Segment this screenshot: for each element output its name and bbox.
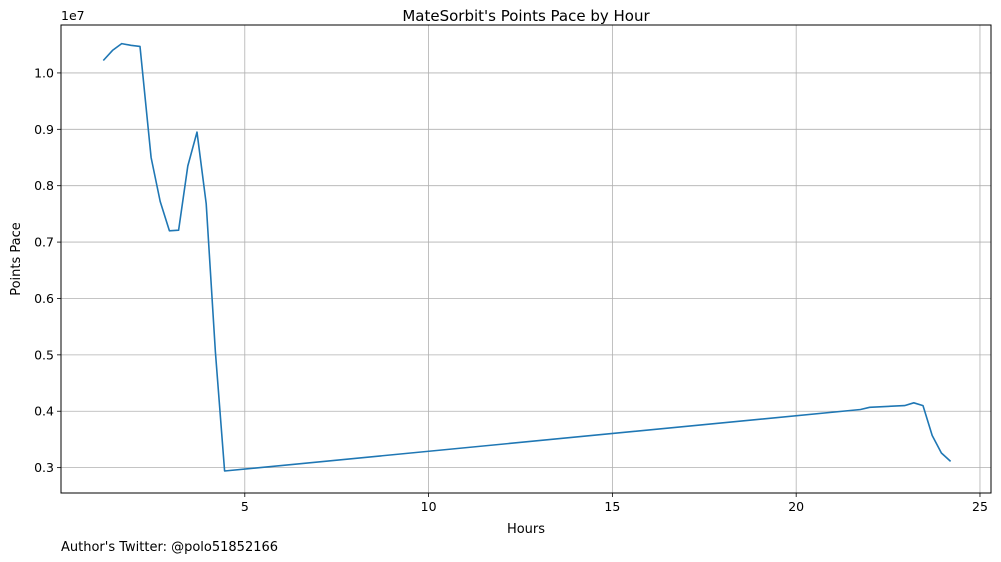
y-tick-label: 0.8 [34,178,54,193]
series-line [102,42,952,472]
chart-title: MateSorbit's Points Pace by Hour [402,7,650,25]
author-footer: Author's Twitter: @polo51852166 [61,540,278,555]
plot-frame [60,24,992,494]
data-series [102,42,952,472]
y-tick-label: 0.6 [34,291,54,306]
x-axis-ticks: 5 10 15 20 25 [241,493,988,514]
y-axis-offset-label: 1e7 [61,8,85,23]
y-tick-label: 0.3 [34,460,54,475]
y-tick-label: 0.4 [34,404,54,419]
x-tick-label: 25 [972,499,988,514]
grid [61,25,991,493]
x-tick-label: 10 [421,499,437,514]
x-axis-label: Hours [507,522,545,537]
y-tick-label: 0.7 [34,235,54,250]
y-tick-label: 0.9 [34,122,54,137]
y-tick-label: 0.5 [34,347,54,362]
y-axis-ticks: 0.3 0.4 0.5 0.6 0.7 0.8 0.9 1.0 [34,65,61,475]
y-axis-label: Points Pace [9,222,24,296]
x-tick-label: 5 [241,499,249,514]
x-tick-label: 20 [788,499,804,514]
y-tick-label: 1.0 [34,65,54,80]
x-tick-label: 15 [604,499,620,514]
